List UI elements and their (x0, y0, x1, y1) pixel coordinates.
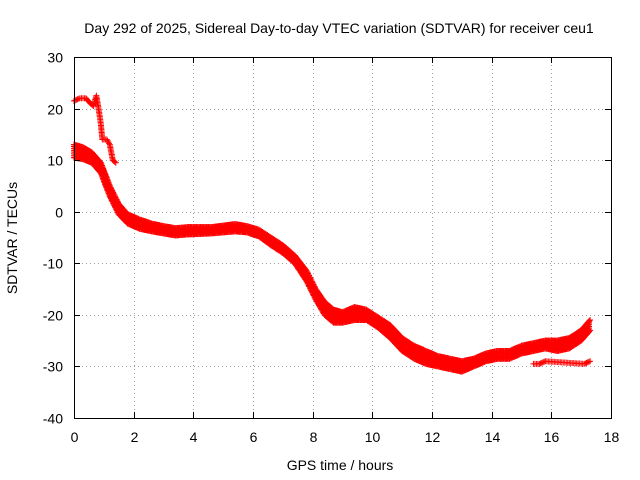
x-tick-label: 16 (544, 429, 560, 445)
data-point-series-2 (105, 139, 112, 146)
x-tick-label: 6 (250, 429, 258, 445)
data-point-series-2 (103, 136, 110, 143)
data-point-series-2 (106, 140, 113, 147)
y-tick-label: 20 (47, 102, 63, 118)
y-tick-label: -10 (43, 256, 63, 272)
x-tick-label: 2 (131, 429, 139, 445)
x-tick-label: 8 (310, 429, 318, 445)
x-axis-label: GPS time / hours (287, 457, 394, 473)
y-tick-label: -30 (43, 359, 63, 375)
data-point-series-2 (75, 95, 82, 102)
y-tick-label: -40 (43, 411, 63, 427)
data-point-series-2 (104, 137, 111, 144)
y-tick-label: -20 (43, 308, 63, 324)
data-point-series-2 (112, 159, 119, 166)
axis-ticks: 0 2 4 6 8 10 12 14 16 18 30 20 10 0 -10 -20 -30 -40 (43, 50, 620, 446)
x-tick-label: 14 (485, 429, 501, 445)
x-tick-label: 10 (365, 429, 381, 445)
x-tick-label: 18 (604, 429, 620, 445)
data-point-series-2 (111, 158, 118, 165)
x-tick-label: 0 (71, 429, 79, 445)
x-tick-label: 4 (190, 429, 198, 445)
y-tick-label: 0 (55, 205, 63, 221)
y-tick-label: 30 (47, 50, 63, 66)
chart-title: Day 292 of 2025, Sidereal Day-to-day VTE… (84, 20, 594, 36)
data-point-series-3 (587, 358, 594, 365)
y-axis-label: SDTVAR / TECUs (4, 182, 20, 294)
data-points (71, 92, 594, 375)
data-point-series-3 (585, 358, 592, 365)
x-tick-label: 12 (425, 429, 441, 445)
y-tick-label: 10 (47, 153, 63, 169)
